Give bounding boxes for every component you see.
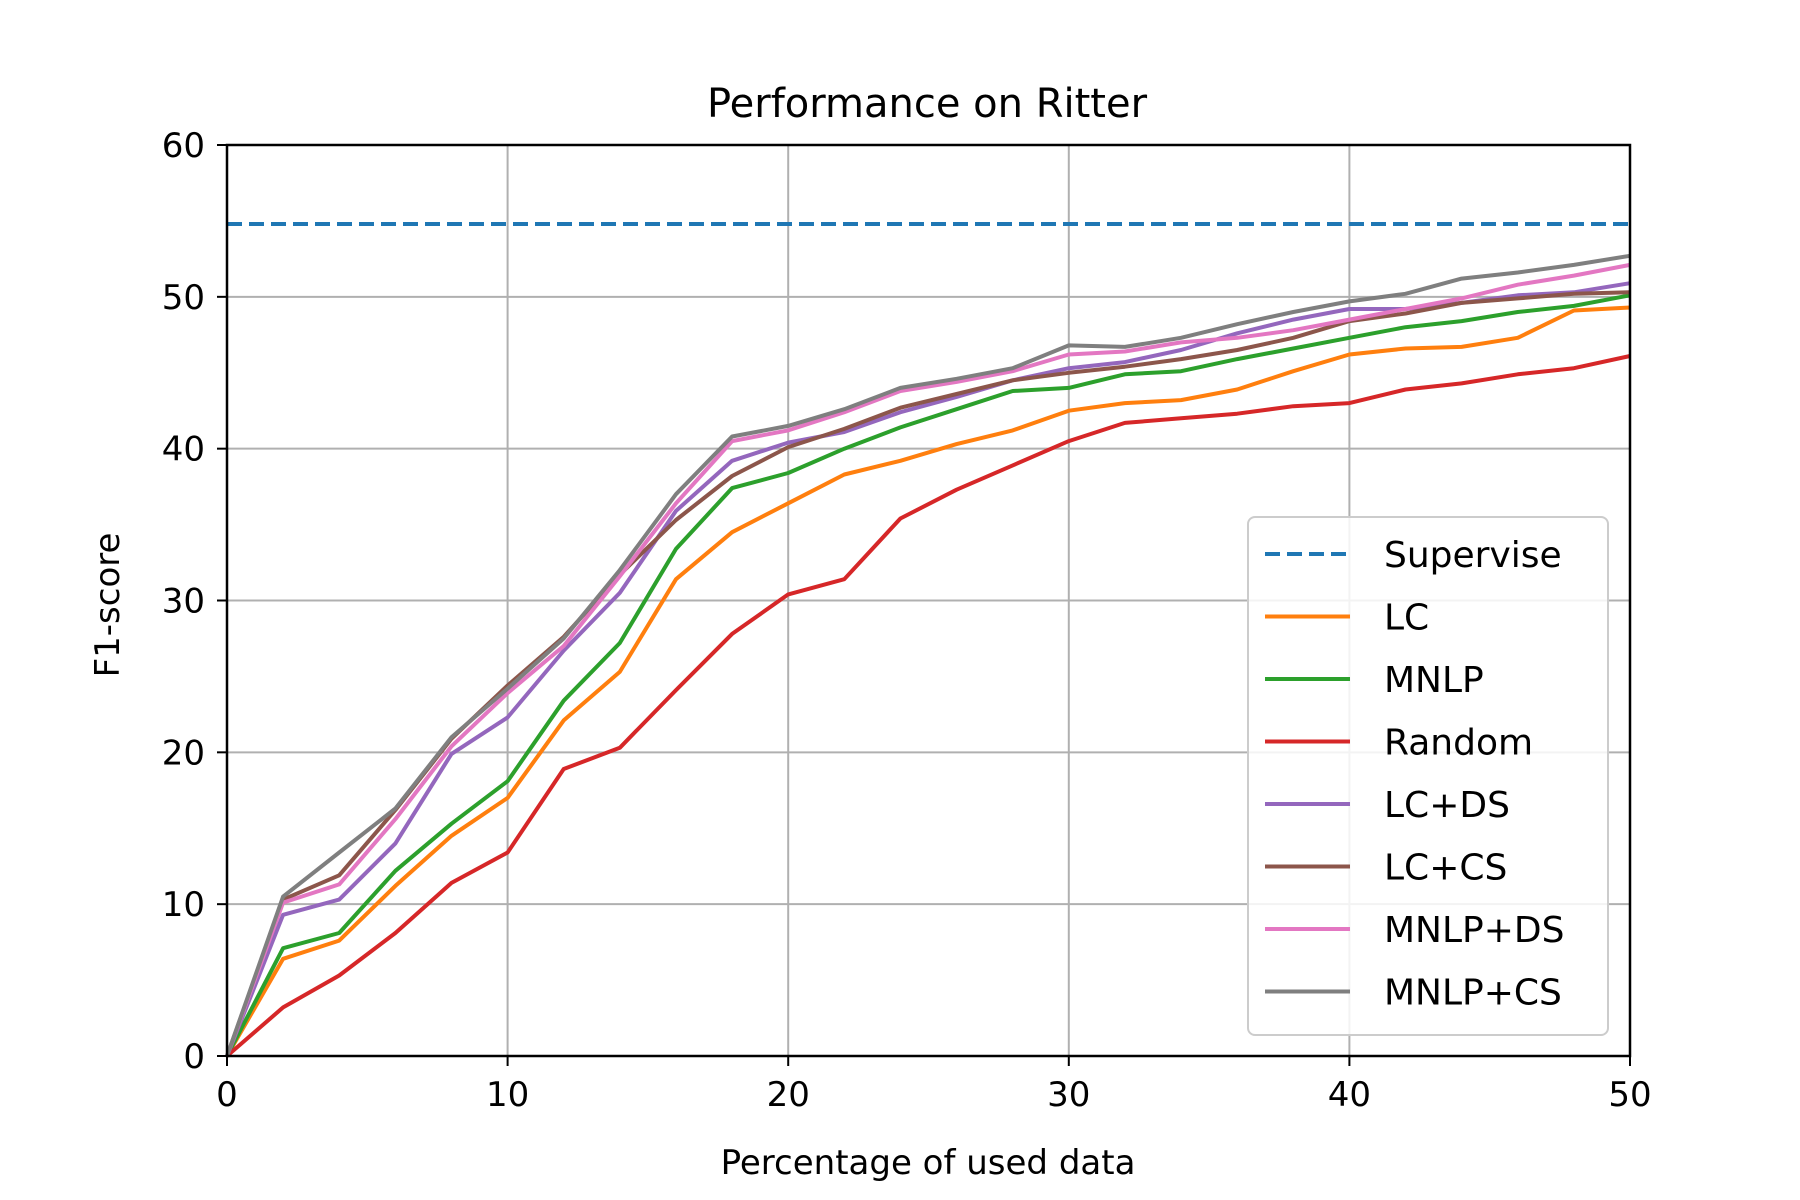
legend-box [1247, 516, 1609, 1036]
x-tick-label: 40 [1328, 1075, 1371, 1115]
y-tick-label: 60 [162, 126, 205, 166]
x-tick-label: 30 [1047, 1075, 1090, 1115]
legend-label: MNLP [1384, 660, 1484, 701]
legend-label: MNLP+CS [1384, 973, 1562, 1014]
y-axis-ticks: 0 10 20 30 40 50 60 [162, 126, 227, 1077]
chart-title: Performance on Ritter [707, 81, 1148, 127]
x-axis-ticks: 0 10 20 30 40 50 [216, 1056, 1652, 1115]
x-tick-label: 10 [486, 1075, 529, 1115]
series-line-mnlp-plus-cs [225, 253, 1631, 1057]
legend-label: Random [1384, 723, 1533, 764]
x-axis-label: Percentage of used data [721, 1143, 1136, 1183]
x-tick-label: 50 [1608, 1075, 1651, 1115]
x-tick-label: 0 [216, 1075, 238, 1115]
y-tick-label: 20 [162, 733, 205, 773]
legend: Supervise LC MNLP Random LC+DS LC+CS MNLP+DS MN… [1247, 516, 1609, 1036]
y-tick-label: 50 [162, 278, 205, 318]
legend-label: Supervise [1384, 535, 1562, 576]
series-line-lc [225, 305, 1631, 1057]
y-tick-label: 40 [162, 430, 205, 470]
series-line-random [225, 354, 1631, 1058]
y-tick-label: 0 [183, 1037, 205, 1077]
x-tick-label: 20 [767, 1075, 810, 1115]
y-axis-label: F1-score [88, 533, 128, 678]
legend-label: LC [1384, 598, 1429, 639]
legend-label: LC+DS [1384, 785, 1510, 826]
series-line-mnlp [225, 293, 1631, 1057]
plot-lines [225, 221, 1631, 1058]
y-tick-label: 30 [162, 582, 205, 622]
y-tick-label: 10 [162, 885, 205, 925]
series-line-mnlp-plus-ds [225, 262, 1631, 1057]
legend-label: LC+CS [1384, 848, 1507, 889]
legend-label: MNLP+DS [1384, 910, 1565, 951]
